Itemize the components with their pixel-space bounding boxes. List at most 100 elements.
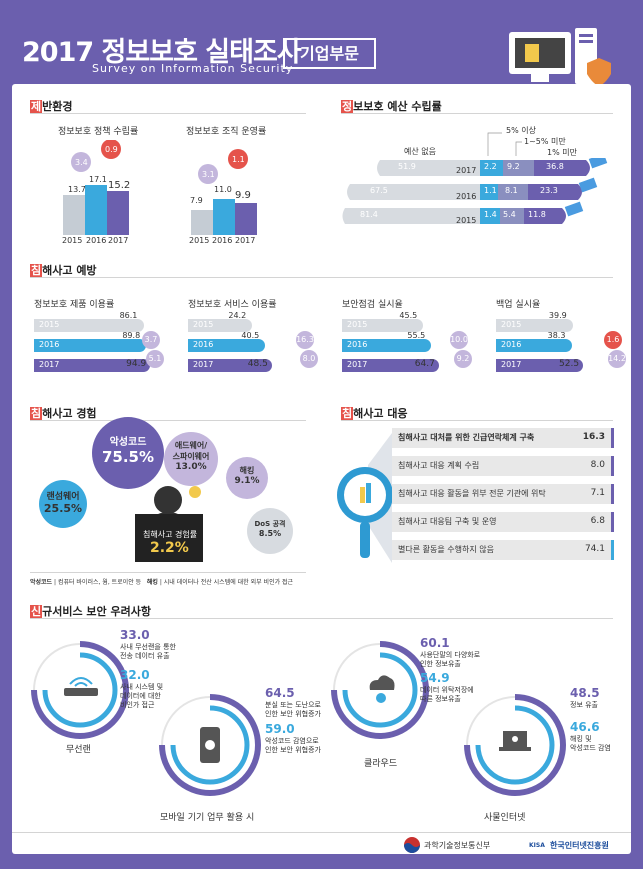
prevention-title-1: 정보보호 서비스 이용률	[188, 300, 277, 310]
divider	[30, 277, 613, 278]
category-tag: 기업부문	[283, 38, 376, 69]
env-bar-charts	[63, 140, 257, 235]
cloud-label: 클라우드	[364, 759, 398, 769]
policy-bar-2015	[63, 195, 85, 235]
iot-value-1: 48.5	[570, 686, 600, 700]
section-title-response: 침해사고 대응	[341, 407, 408, 420]
prevention-bar-0-1: 2016	[34, 339, 147, 352]
iot-desc-2: 해킹 및 악성코드 감염	[570, 735, 611, 752]
malware-bubble: 악성코드 75.5%	[92, 417, 164, 489]
budget-2016-year: 2016	[456, 192, 477, 201]
prevention-value-2-2: 64.7	[414, 359, 435, 369]
response-value: 16.3	[582, 432, 605, 442]
wlan-desc-1: 사내 무선랜을 통한 전송 데이터 유출	[120, 643, 176, 660]
org-change-1	[198, 164, 218, 184]
policy-bar-2017	[107, 191, 129, 235]
org-value-2015: 7.9	[190, 196, 203, 205]
prevention-title-3: 백업 실시율	[496, 300, 541, 310]
divider	[30, 572, 306, 573]
page-title: 2017 정보보호 실태조사	[22, 37, 302, 68]
policy-year-2016: 2016	[86, 236, 107, 245]
org-bar-2016	[213, 199, 235, 235]
prevention-value-1-1: 40.5	[241, 331, 260, 340]
org-title: 정보보호 조직 운영률	[186, 127, 267, 137]
prevention-change-3-0: 1.6	[604, 331, 622, 349]
prevention-year: 2015	[193, 320, 214, 329]
iot-desc-1: 정보 유출	[570, 701, 598, 709]
magnifier-icon	[337, 433, 393, 563]
prevention-bar-2-2: 2017	[342, 359, 439, 372]
prevention-change-2-1: 9.2	[454, 350, 472, 368]
iot-label: 사물인터넷	[484, 813, 526, 823]
budget-2017-over5: 2.2	[484, 162, 497, 171]
wlan-value-2: 32.0	[120, 668, 150, 682]
policy-value-2016: 17.1	[89, 175, 107, 184]
org-change-2-label: 1.1	[232, 155, 245, 164]
wlan-value-1: 33.0	[120, 628, 150, 642]
section-title-budget: 정보보호 예산 수립률	[341, 100, 442, 113]
computer-shield-icon	[509, 28, 611, 86]
org-bar-2017	[235, 203, 257, 235]
wlan-label: 무선랜	[66, 745, 91, 755]
policy-year-2015: 2015	[62, 236, 83, 245]
prevention-bar-3-1: 2016	[496, 339, 572, 352]
prevention-bar-0-2: 2017	[34, 359, 151, 372]
prevention-year: 2017	[193, 360, 214, 369]
response-tick	[611, 484, 614, 504]
budget-2016-1to5: 8.1	[505, 186, 518, 195]
response-label: 침해사고 대응팀 구축 및 운영	[398, 517, 497, 526]
response-value: 74.1	[584, 544, 605, 554]
prevention-value-0-2: 94.9	[126, 359, 147, 369]
cloud-desc-2: 데이터 위탁저장에 따른 정보유출	[420, 686, 474, 703]
breach-rate-label: 침해사고 경험률	[143, 530, 198, 539]
ministry-name: 과학기술정보통신부	[424, 841, 491, 850]
prevention-title-2: 보안점검 실시율	[342, 300, 403, 310]
hacking-bubble: 해킹 9.1%	[226, 457, 268, 499]
prevention-year: 2017	[501, 360, 522, 369]
section-title-newservice: 신규서비스 보안 우려사항	[30, 605, 151, 618]
divider	[12, 832, 631, 833]
prevention-bar-2-1: 2016	[342, 339, 432, 352]
budget-2015-none: 81.4	[360, 210, 378, 219]
org-change-2	[228, 149, 248, 169]
prevention-change-3-1: 14.2	[608, 350, 626, 368]
prevention-value-3-0: 39.9	[548, 311, 567, 320]
policy-year-2017: 2017	[108, 236, 129, 245]
prevention-change-1-1: 8.0	[300, 350, 318, 368]
divider	[30, 420, 306, 421]
budget-2015-1to5: 5.4	[503, 210, 516, 219]
budget-2017-year: 2017	[456, 166, 477, 175]
prevention-year: 2015	[347, 320, 368, 329]
divider	[341, 420, 613, 421]
kisa-name: 한국인터넷진흥원	[550, 841, 609, 850]
response-value: 7.1	[590, 488, 605, 498]
prevention-year: 2017	[347, 360, 368, 369]
cloud-value-1: 60.1	[420, 636, 450, 650]
government-emblem-icon	[404, 837, 420, 853]
mobile-desc-2: 악성코드 감염으로 인한 보안 위협증가	[265, 737, 321, 754]
prevention-year: 2016	[193, 340, 214, 349]
budget-2017-under1: 36.8	[546, 162, 564, 171]
response-label: 침해사고 대응 활동을 위부 전문 기관에 위탁	[398, 489, 546, 498]
budget-legend-over5: 5% 이상	[506, 126, 536, 135]
section-title-experience: 침해사고 경험	[30, 407, 97, 420]
response-value: 6.8	[590, 516, 605, 526]
budget-2017-none: 51.9	[398, 162, 416, 171]
policy-bar-2016	[85, 185, 107, 235]
org-value-2016: 11.0	[214, 185, 232, 194]
adware-bubble: 애드웨어/ 스파이웨어 13.0%	[164, 432, 218, 486]
router-icon	[64, 677, 98, 696]
prevention-change-1-0: 16.3	[296, 331, 314, 349]
policy-title: 정보보호 정책 수립률	[58, 127, 139, 137]
prevention-value-0-0: 86.1	[119, 311, 138, 320]
divider	[30, 618, 613, 619]
response-label: 침해사고 대처를 위한 긴급연락체계 구축	[398, 433, 535, 442]
budget-2015-under1: 11.8	[528, 210, 546, 219]
response-row: 침해사고 대응 계획 수립 8.0	[392, 456, 614, 476]
policy-value-2017: 15.2	[108, 180, 131, 191]
prevention-value-0-1: 89.8	[122, 331, 141, 340]
section-title-prevention: 침해사고 예방	[30, 264, 97, 277]
prevention-year: 2016	[39, 340, 60, 349]
kisa-logo-text: KISA	[529, 842, 545, 849]
dos-bubble: DoS 공격 8.5%	[247, 508, 293, 554]
